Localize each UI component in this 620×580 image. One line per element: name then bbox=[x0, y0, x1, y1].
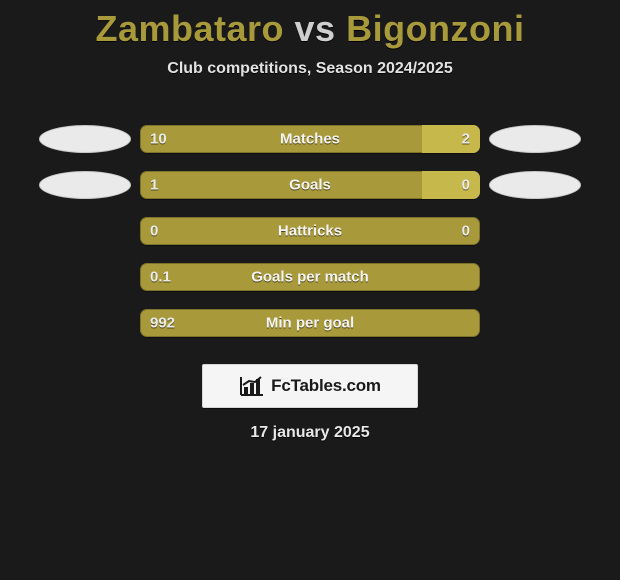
badge-ellipse bbox=[39, 125, 131, 153]
stat-bar: 10 Matches 2 bbox=[140, 125, 480, 153]
player-badge-right bbox=[480, 116, 590, 162]
player-badge-left bbox=[30, 254, 140, 300]
stat-row: 1 Goals 0 bbox=[0, 162, 620, 208]
stat-bar: 0.1 Goals per match bbox=[140, 263, 480, 291]
stat-label: Goals per match bbox=[251, 269, 369, 286]
stat-rows: 10 Matches 2 1 Goals 0 0 Hattricks 0 0.1 Goals per… bbox=[0, 116, 620, 346]
badge-ellipse bbox=[489, 125, 581, 153]
chart-icon bbox=[239, 375, 265, 397]
date-text: 17 january 2025 bbox=[0, 424, 620, 442]
title-player1: Zambataro bbox=[95, 8, 284, 49]
player-badge-left bbox=[30, 162, 140, 208]
title-player2: Bigonzoni bbox=[346, 8, 524, 49]
brand-text: FcTables.com bbox=[271, 376, 381, 396]
stat-value-left: 1 bbox=[150, 177, 158, 194]
player-badge-left bbox=[30, 300, 140, 346]
stat-value-right: 2 bbox=[462, 131, 470, 148]
stat-label: Hattricks bbox=[278, 223, 342, 240]
stat-value-left: 992 bbox=[150, 315, 175, 332]
player-badge-right bbox=[480, 208, 590, 254]
player-badge-right bbox=[480, 254, 590, 300]
stat-value-right: 0 bbox=[462, 177, 470, 194]
player-badge-right bbox=[480, 162, 590, 208]
stat-label: Min per goal bbox=[266, 315, 354, 332]
player-badge-left bbox=[30, 116, 140, 162]
stat-row: 10 Matches 2 bbox=[0, 116, 620, 162]
stat-bar: 992 Min per goal bbox=[140, 309, 480, 337]
stat-value-left: 0 bbox=[150, 223, 158, 240]
stat-value-right: 0 bbox=[462, 223, 470, 240]
stat-value-left: 10 bbox=[150, 131, 167, 148]
subtitle: Club competitions, Season 2024/2025 bbox=[0, 60, 620, 78]
brand-badge: FcTables.com bbox=[202, 364, 418, 408]
stat-bar-fill bbox=[422, 125, 480, 153]
title-vs: vs bbox=[295, 8, 336, 49]
stat-row: 992 Min per goal bbox=[0, 300, 620, 346]
page-title: Zambataro vs Bigonzoni bbox=[0, 0, 620, 50]
player-badge-right bbox=[480, 300, 590, 346]
stat-label: Goals bbox=[289, 177, 331, 194]
stat-row: 0 Hattricks 0 bbox=[0, 208, 620, 254]
player-badge-left bbox=[30, 208, 140, 254]
stat-bar: 1 Goals 0 bbox=[140, 171, 480, 199]
stat-bar: 0 Hattricks 0 bbox=[140, 217, 480, 245]
stat-row: 0.1 Goals per match bbox=[0, 254, 620, 300]
badge-ellipse bbox=[489, 171, 581, 199]
stat-value-left: 0.1 bbox=[150, 269, 171, 286]
stat-bar-fill bbox=[422, 171, 480, 199]
badge-ellipse bbox=[39, 171, 131, 199]
stat-label: Matches bbox=[280, 131, 340, 148]
